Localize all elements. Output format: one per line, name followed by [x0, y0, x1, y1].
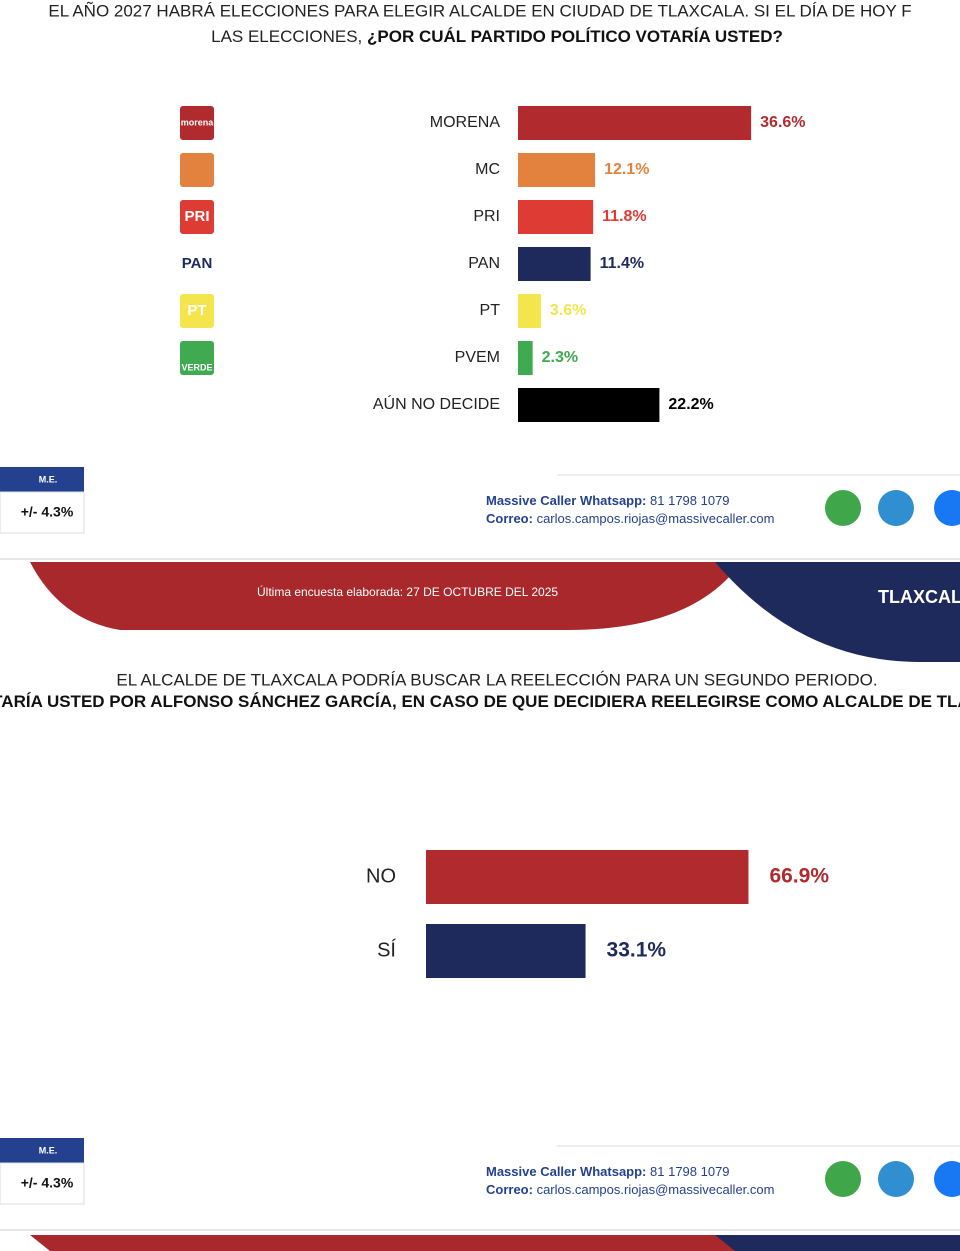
bar [518, 388, 660, 422]
banner-region: TLAXCAL [878, 587, 960, 607]
social-icon [878, 490, 914, 526]
social-icon [825, 490, 861, 526]
value-label: 11.8% [602, 208, 646, 225]
subtitle-bold: OTARÍA USTED POR ALFONSO SÁNCHEZ GARCÍA,… [0, 692, 960, 711]
email-address: carlos.campos.riojas@massivecaller.com [537, 511, 775, 526]
chart-title: EL AÑO 2027 HABRÁ ELECCIONES PARA ELEGIR… [48, 1, 911, 20]
value-label: 66.9% [769, 865, 829, 888]
bar [518, 200, 594, 234]
me-value-cell [0, 1162, 85, 1205]
value-label: 11.4% [600, 255, 644, 272]
bar [426, 850, 749, 904]
bar [518, 106, 752, 140]
social-icon [825, 1161, 861, 1197]
party-logo-text: PAN [182, 255, 213, 272]
social-icon [934, 490, 960, 526]
category-label: PVEM [455, 349, 500, 366]
party-logo [180, 106, 214, 140]
category-label: MORENA [430, 114, 501, 131]
party-logo [180, 153, 214, 187]
banner-navy [715, 562, 960, 662]
banner-date: Última encuesta elaborada: 27 DE OCTUBRE… [257, 584, 558, 599]
contact-whatsapp: Massive Caller Whatsapp: 81 1798 1079 [486, 1164, 730, 1179]
social-icon [878, 1161, 914, 1197]
me-value: +/- 4.3% [21, 1175, 74, 1191]
me-header-cell [0, 467, 84, 492]
chart-title: EL ALCALDE DE TLAXCALA PODRÍA BUSCAR LA … [116, 670, 877, 689]
bar [518, 341, 533, 375]
me-value: +/- 4.3% [21, 504, 74, 520]
whatsapp-number: 81 1798 1079 [650, 493, 730, 508]
category-label: AÚN NO DECIDE [373, 394, 500, 413]
party-logo [180, 294, 214, 328]
social-icon [934, 1161, 960, 1197]
value-label: 33.1% [607, 939, 667, 962]
category-label: PRI [473, 208, 500, 225]
party-logo-text: VERDE [181, 362, 212, 372]
contact-email: Correo: carlos.campos.riojas@massivecall… [486, 1182, 774, 1197]
category-label: PAN [468, 255, 500, 272]
party-logo [180, 200, 214, 234]
me-header: M.E. [39, 1145, 58, 1155]
banner-red [30, 562, 960, 631]
party-logo-text: PRI [184, 208, 209, 225]
whatsapp-label: Massive Caller Whatsapp: [486, 1164, 646, 1179]
party-logo [180, 341, 214, 375]
party-logo-text: PT [187, 302, 206, 319]
subtitle-bold: ¿POR CUÁL PARTIDO POLÍTICO VOTARÍA USTED… [367, 27, 783, 46]
email-label: Correo: [486, 1182, 533, 1197]
whatsapp-label: Massive Caller Whatsapp: [486, 493, 646, 508]
value-label: 3.6% [550, 302, 586, 319]
party-logo [180, 247, 214, 281]
me-value-cell [0, 491, 85, 534]
value-label: 12.1% [604, 161, 649, 178]
bar [426, 924, 586, 978]
value-label: 22.2% [668, 396, 713, 413]
category-label: SÍ [377, 938, 396, 961]
category-label: PT [480, 302, 501, 319]
bar [518, 153, 596, 187]
email-address: carlos.campos.riojas@massivecaller.com [537, 1182, 775, 1197]
bar [518, 247, 591, 281]
email-label: Correo: [486, 511, 533, 526]
bar [518, 294, 541, 328]
value-label: 2.3% [542, 349, 578, 366]
category-label: MC [475, 161, 500, 178]
contact-email: Correo: carlos.campos.riojas@massivecall… [486, 511, 774, 526]
category-label: NO [366, 865, 396, 887]
subtitle-text: LAS ELECCIONES, [211, 27, 362, 46]
chart-subtitle: LAS ELECCIONES, ¿POR CUÁL PARTIDO POLÍTI… [211, 27, 783, 46]
me-header: M.E. [39, 474, 58, 484]
party-logo-text: morena [181, 117, 215, 127]
value-label: 36.6% [760, 114, 805, 131]
banner-navy [715, 1235, 960, 1251]
whatsapp-number: 81 1798 1079 [650, 1164, 730, 1179]
me-header-cell [0, 1138, 84, 1163]
contact-whatsapp: Massive Caller Whatsapp: 81 1798 1079 [486, 493, 730, 508]
chart-subtitle: OTARÍA USTED POR ALFONSO SÁNCHEZ GARCÍA,… [0, 692, 960, 711]
